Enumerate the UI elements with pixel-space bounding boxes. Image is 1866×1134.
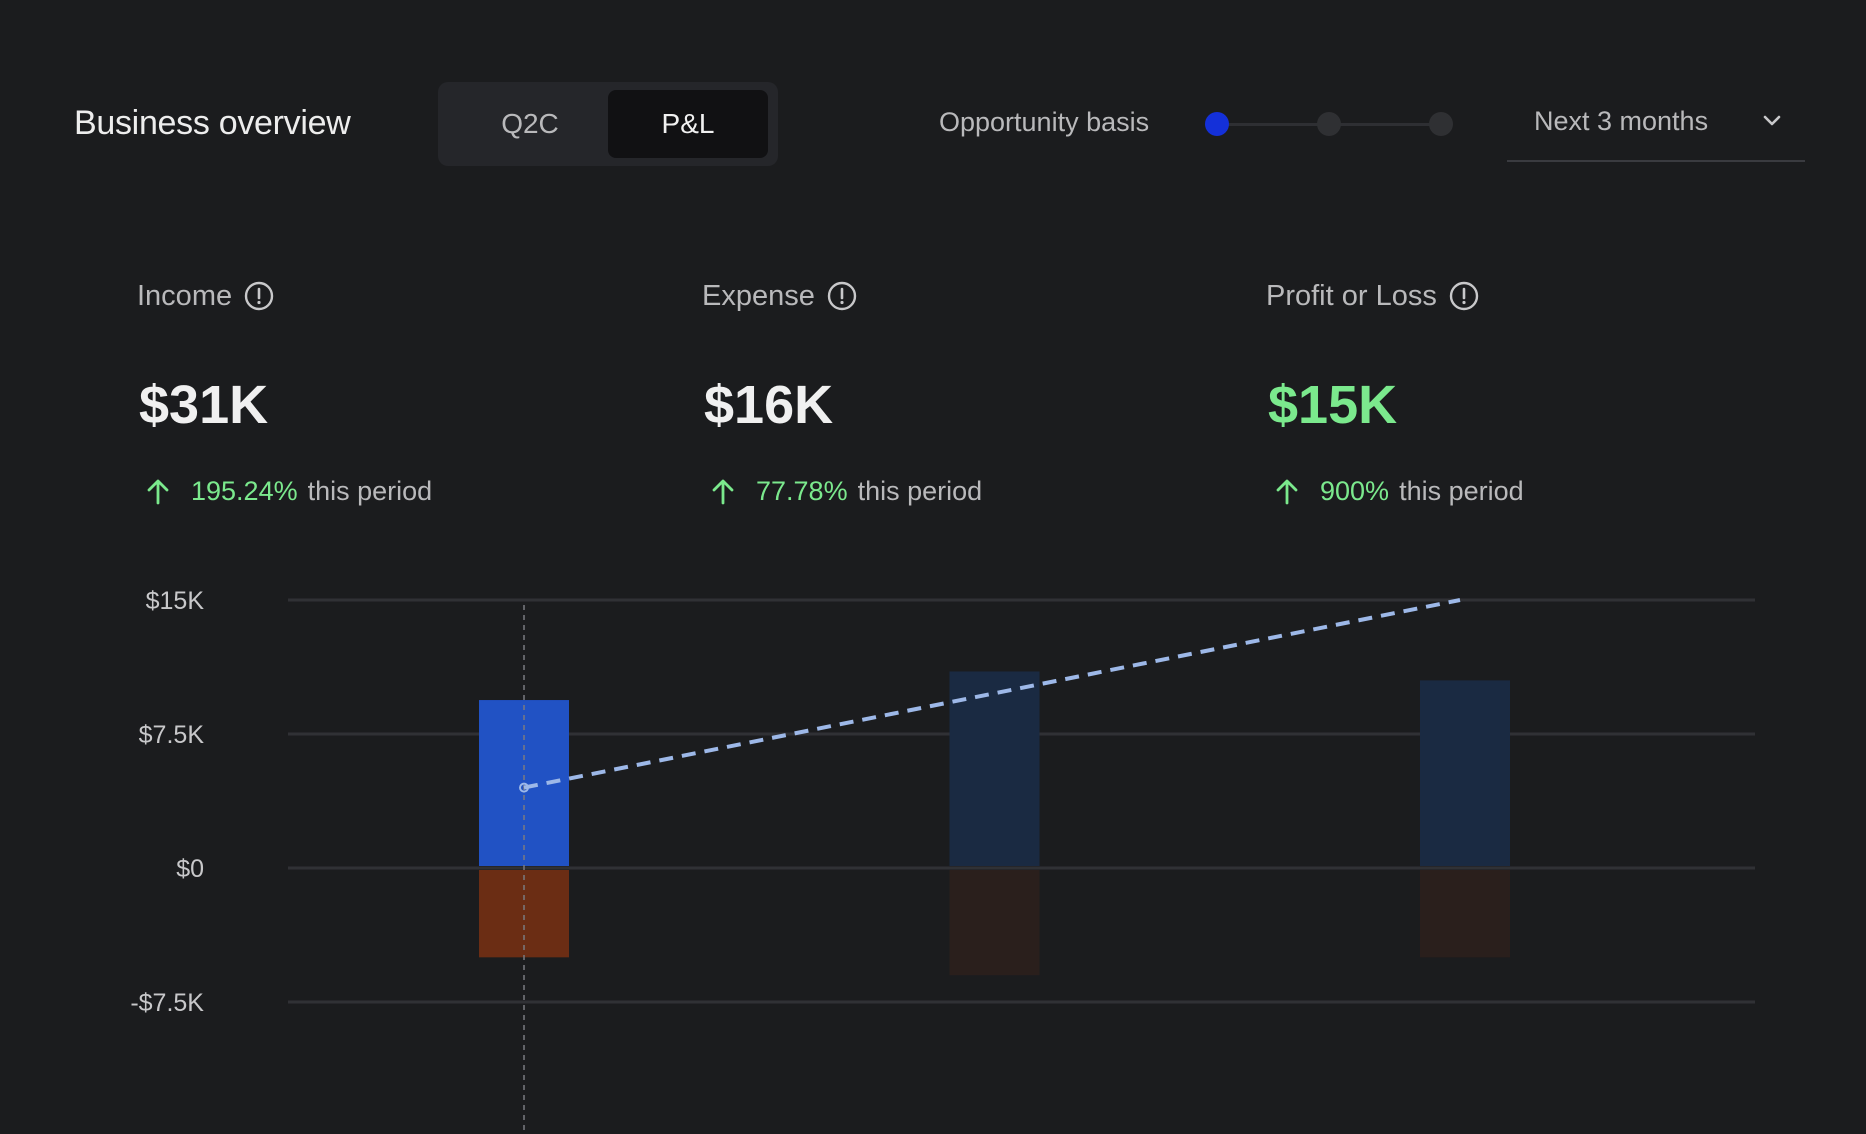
metric-value: $16K: [704, 375, 834, 435]
metric-change-percent: 195.24%: [191, 476, 298, 506]
metric-change: 195.24% this period: [145, 476, 432, 507]
metric-change: 900% this period: [1274, 476, 1524, 507]
metric-value: $31K: [139, 375, 269, 435]
view-toggle: Q2C P&L: [438, 82, 778, 166]
pl-chart: $15K $7.5K $0 -$7.5K: [130, 587, 1755, 1134]
metric-change-suffix: this period: [307, 476, 433, 506]
expense-bar: [1420, 870, 1510, 958]
metric-change-percent: 77.78%: [756, 476, 848, 506]
page-title: Business overview: [74, 104, 351, 142]
metric-change-percent: 900%: [1320, 476, 1390, 506]
arrow-up-icon: [1276, 479, 1298, 504]
opportunity-basis-label: Opportunity basis: [939, 107, 1150, 137]
y-tick-label: $0: [176, 855, 204, 883]
metric-value: $15K: [1268, 375, 1398, 435]
trend-point: [519, 782, 529, 793]
slider-step-2[interactable]: [1317, 112, 1341, 136]
income-bar: [949, 671, 1040, 866]
opportunity-basis-slider[interactable]: [1205, 110, 1455, 140]
expense-bar: [479, 870, 569, 958]
y-tick-label: $15K: [146, 587, 205, 615]
info-icon[interactable]: [1449, 281, 1479, 311]
info-icon[interactable]: [244, 281, 274, 311]
slider-step-1[interactable]: [1205, 112, 1229, 136]
expense-bar: [949, 870, 1040, 976]
metric-label: Profit or Loss: [1266, 279, 1437, 312]
period-select-value: Next 3 months: [1534, 106, 1709, 136]
slider-step-3[interactable]: [1429, 112, 1453, 136]
tab-pl[interactable]: P&L: [608, 90, 768, 158]
metric-income: Income $31K 195.24% this period: [137, 276, 637, 507]
info-icon[interactable]: [827, 281, 857, 311]
metric-label: Expense: [702, 279, 815, 312]
tab-q2c[interactable]: Q2C: [501, 108, 559, 139]
metric-change-suffix: this period: [857, 476, 983, 506]
y-tick-label: -$7.5K: [130, 989, 204, 1017]
period-select[interactable]: Next 3 months: [1507, 92, 1805, 162]
arrow-up-icon: [147, 479, 169, 504]
income-bar: [1420, 680, 1510, 866]
metric-label: Income: [137, 279, 233, 312]
metric-change: 77.78% this period: [710, 476, 982, 507]
metric-change-suffix: this period: [1399, 476, 1524, 506]
metric-profit-or-loss: Profit or Loss $15K 900% this period: [1266, 276, 1766, 507]
metric-expense: Expense $16K 77.78% this period: [702, 276, 1202, 507]
y-tick-label: $7.5K: [139, 721, 205, 749]
arrow-up-icon: [712, 479, 734, 504]
chevron-down-icon: [1763, 115, 1781, 126]
trend-line: [523, 598, 1461, 790]
